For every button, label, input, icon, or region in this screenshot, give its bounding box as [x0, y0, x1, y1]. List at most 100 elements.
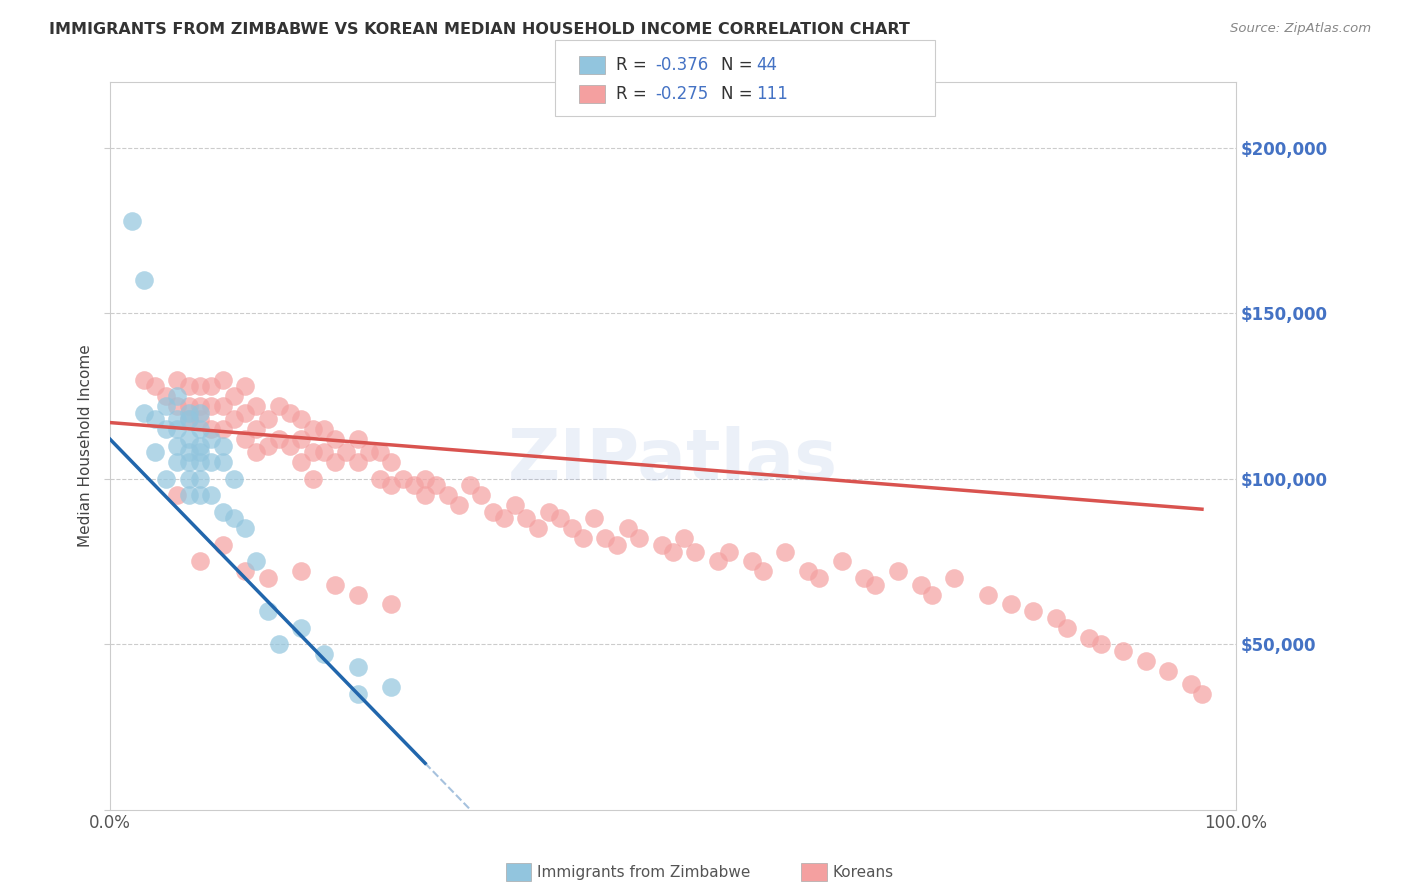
Point [211, 439, 233, 453]
Point [752, 565, 775, 579]
Point [910, 577, 932, 591]
Point [887, 565, 910, 579]
Text: N =: N = [721, 85, 758, 103]
Point [245, 422, 267, 436]
Point [233, 406, 256, 420]
Point [278, 439, 301, 453]
Point [503, 498, 526, 512]
Text: -0.376: -0.376 [655, 56, 709, 74]
Point [222, 472, 245, 486]
Point [256, 604, 278, 618]
Point [380, 598, 402, 612]
Point [211, 422, 233, 436]
Point [177, 432, 200, 446]
Text: Source: ZipAtlas.com: Source: ZipAtlas.com [1230, 22, 1371, 36]
Point [548, 511, 571, 525]
Point [380, 455, 402, 469]
Point [1078, 631, 1101, 645]
Point [617, 521, 640, 535]
Point [402, 478, 425, 492]
Point [323, 455, 346, 469]
Point [166, 422, 188, 436]
Point [865, 577, 887, 591]
Text: IMMIGRANTS FROM ZIMBABWE VS KOREAN MEDIAN HOUSEHOLD INCOME CORRELATION CHART: IMMIGRANTS FROM ZIMBABWE VS KOREAN MEDIA… [49, 22, 910, 37]
Point [595, 532, 617, 546]
Point [413, 472, 436, 486]
Point [346, 432, 368, 446]
Point [166, 455, 188, 469]
Point [211, 399, 233, 413]
Point [290, 565, 312, 579]
Point [211, 373, 233, 387]
Point [166, 399, 188, 413]
Text: 44: 44 [756, 56, 778, 74]
Point [278, 406, 301, 420]
Point [357, 445, 380, 459]
Point [166, 412, 188, 426]
Point [718, 544, 741, 558]
Point [211, 505, 233, 519]
Point [1022, 604, 1045, 618]
Point [1135, 654, 1157, 668]
Point [155, 389, 177, 403]
Point [200, 488, 222, 502]
Point [143, 412, 166, 426]
Point [177, 445, 200, 459]
Point [267, 399, 290, 413]
Point [256, 571, 278, 585]
Point [222, 389, 245, 403]
Point [200, 422, 222, 436]
Point [166, 389, 188, 403]
Point [977, 588, 1000, 602]
Point [233, 565, 256, 579]
Point [143, 445, 166, 459]
Point [233, 521, 256, 535]
Point [606, 538, 628, 552]
Point [188, 439, 211, 453]
Text: Immigrants from Zimbabwe: Immigrants from Zimbabwe [537, 865, 751, 880]
Point [368, 445, 391, 459]
Point [335, 445, 357, 459]
Point [323, 432, 346, 446]
Point [582, 511, 605, 525]
Point [436, 488, 458, 502]
Point [312, 445, 335, 459]
Point [188, 422, 211, 436]
Text: 111: 111 [756, 85, 789, 103]
Point [526, 521, 548, 535]
Point [132, 273, 155, 287]
Point [413, 488, 436, 502]
Point [233, 379, 256, 393]
Point [380, 680, 402, 694]
Point [470, 488, 492, 502]
Point [132, 406, 155, 420]
Point [200, 455, 222, 469]
Point [166, 373, 188, 387]
Point [290, 412, 312, 426]
Text: -0.275: -0.275 [655, 85, 709, 103]
Point [200, 432, 222, 446]
Point [256, 439, 278, 453]
Point [155, 472, 177, 486]
Point [188, 399, 211, 413]
Point [200, 399, 222, 413]
Point [233, 432, 256, 446]
Point [447, 498, 470, 512]
Point [132, 373, 155, 387]
Point [571, 532, 593, 546]
Point [301, 445, 323, 459]
Point [290, 621, 312, 635]
Point [177, 455, 200, 469]
Point [256, 412, 278, 426]
Point [245, 445, 267, 459]
Point [797, 565, 820, 579]
Point [166, 488, 188, 502]
Point [267, 432, 290, 446]
Point [458, 478, 481, 492]
Point [741, 554, 763, 568]
Point [188, 412, 211, 426]
Point [188, 488, 211, 502]
Point [267, 637, 290, 651]
Point [222, 511, 245, 525]
Text: R =: R = [616, 56, 652, 74]
